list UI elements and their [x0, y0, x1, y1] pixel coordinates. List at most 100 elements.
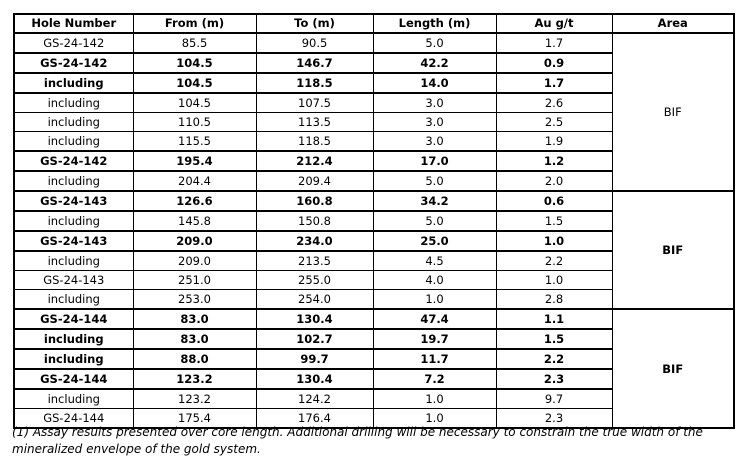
- cell-length: 47.4: [372, 308, 497, 330]
- header-row: Hole Number From (m) To (m) Length (m) A…: [13, 13, 735, 34]
- cell-au: 2.5: [495, 112, 613, 132]
- cell-to: 99.7: [255, 348, 374, 370]
- cell-hole: including: [13, 388, 134, 409]
- table-row: GS-24-142 195.4 212.4 17.0 1.2: [13, 150, 734, 172]
- cell-from: 88.0: [132, 348, 257, 370]
- column-header-from: From (m): [132, 13, 257, 34]
- cell-to: 176.4: [255, 408, 374, 429]
- cell-length: 34.2: [372, 190, 497, 212]
- cell-from: 83.0: [132, 328, 257, 350]
- cell-hole: including: [13, 328, 134, 350]
- cell-hole: including: [13, 210, 134, 232]
- column-header-area: Area: [611, 13, 735, 34]
- table-row: GS-24-143 126.6 160.8 34.2 0.6 BIF: [13, 190, 735, 310]
- cell-length: 1.0: [372, 388, 497, 409]
- cell-to: 90.5: [255, 32, 374, 54]
- cell-hole: GS-24-142: [13, 52, 134, 74]
- cell-from: 85.5: [132, 32, 257, 54]
- cell-from: 126.6: [132, 190, 257, 212]
- cell-hole: GS-24-143: [13, 270, 134, 290]
- cell-to: 118.5: [255, 72, 374, 94]
- cell-from: 115.5: [132, 131, 257, 152]
- cell-au: 0.9: [495, 52, 613, 74]
- cell-au: 2.3: [495, 408, 613, 429]
- footnote: (1) Assay results presented over core le…: [12, 425, 703, 456]
- cell-area: BIF: [611, 190, 735, 310]
- cell-length: 5.0: [372, 32, 497, 54]
- table-row: GS-24-143 251.0 255.0 4.0 1.0: [13, 270, 734, 290]
- cell-hole: including: [13, 289, 134, 310]
- cell-length: 11.7: [372, 348, 497, 370]
- cell-au: 0.6: [495, 190, 613, 212]
- table-row: GS-24-143 209.0 234.0 25.0 1.0: [13, 230, 734, 252]
- cell-au: 2.8: [495, 289, 613, 310]
- cell-hole: GS-24-143: [13, 190, 134, 212]
- cell-from: 209.0: [132, 250, 257, 271]
- cell-area: BIF: [611, 308, 735, 429]
- cell-au: 2.0: [495, 170, 613, 192]
- cell-length: 42.2: [372, 52, 497, 74]
- cell-from: 83.0: [132, 308, 257, 330]
- table-row: GS-24-142 85.5 90.5 5.0 1.7 BIF: [13, 32, 735, 192]
- table-row: GS-24-144 123.2 130.4 7.2 2.3: [13, 368, 734, 390]
- cell-hole: including: [13, 131, 134, 152]
- cell-hole: GS-24-142: [13, 32, 134, 54]
- cell-au: 1.0: [495, 270, 613, 290]
- cell-to: 107.5: [255, 92, 374, 113]
- cell-from: 110.5: [132, 112, 257, 132]
- table-row: GS-24-144 83.0 130.4 47.4 1.1 BIF: [13, 308, 735, 429]
- cell-hole: including: [13, 112, 134, 132]
- table-row: including 88.0 99.7 11.7 2.2: [13, 348, 734, 370]
- table-row: including 115.5 118.5 3.0 1.9: [13, 131, 734, 152]
- cell-from: 104.5: [132, 52, 257, 74]
- cell-au: 1.0: [495, 230, 613, 252]
- cell-au: 1.2: [495, 150, 613, 172]
- cell-to: 113.5: [255, 112, 374, 132]
- cell-length: 5.0: [372, 170, 497, 192]
- column-header-length: Length (m): [372, 13, 497, 34]
- cell-au: 9.7: [495, 388, 613, 409]
- cell-from: 253.0: [132, 289, 257, 310]
- cell-length: 3.0: [372, 112, 497, 132]
- table-header: Hole Number From (m) To (m) Length (m) A…: [13, 13, 735, 34]
- table-row: GS-24-144 175.4 176.4 1.0 2.3: [13, 408, 734, 429]
- cell-from: 175.4: [132, 408, 257, 429]
- table-row: including 83.0 102.7 19.7 1.5: [13, 328, 734, 350]
- cell-area: BIF: [611, 32, 735, 192]
- cell-to: 160.8: [255, 190, 374, 212]
- cell-au: 2.6: [495, 92, 613, 113]
- table-row: including 209.0 213.5 4.5 2.2: [13, 250, 734, 271]
- cell-to: 255.0: [255, 270, 374, 290]
- cell-from: 104.5: [132, 72, 257, 94]
- column-header-au: Au g/t: [495, 13, 613, 34]
- cell-from: 123.2: [132, 388, 257, 409]
- column-header-hole-number: Hole Number: [13, 13, 134, 34]
- cell-length: 14.0: [372, 72, 497, 94]
- cell-au: 1.5: [495, 328, 613, 350]
- cell-from: 209.0: [132, 230, 257, 252]
- cell-hole: including: [13, 348, 134, 370]
- cell-from: 104.5: [132, 92, 257, 113]
- cell-hole: including: [13, 170, 134, 192]
- cell-length: 25.0: [372, 230, 497, 252]
- cell-from: 145.8: [132, 210, 257, 232]
- cell-length: 4.0: [372, 270, 497, 290]
- cell-from: 251.0: [132, 270, 257, 290]
- cell-length: 17.0: [372, 150, 497, 172]
- cell-au: 1.5: [495, 210, 613, 232]
- table-row: including 104.5 118.5 14.0 1.7: [13, 72, 734, 94]
- cell-length: 1.0: [372, 289, 497, 310]
- cell-to: 118.5: [255, 131, 374, 152]
- cell-hole: GS-24-144: [13, 408, 134, 429]
- cell-au: 2.2: [495, 348, 613, 370]
- cell-length: 4.5: [372, 250, 497, 271]
- cell-to: 150.8: [255, 210, 374, 232]
- cell-au: 2.2: [495, 250, 613, 271]
- cell-hole: including: [13, 92, 134, 113]
- cell-from: 123.2: [132, 368, 257, 390]
- cell-to: 130.4: [255, 368, 374, 390]
- cell-to: 102.7: [255, 328, 374, 350]
- cell-from: 195.4: [132, 150, 257, 172]
- cell-length: 5.0: [372, 210, 497, 232]
- cell-to: 130.4: [255, 308, 374, 330]
